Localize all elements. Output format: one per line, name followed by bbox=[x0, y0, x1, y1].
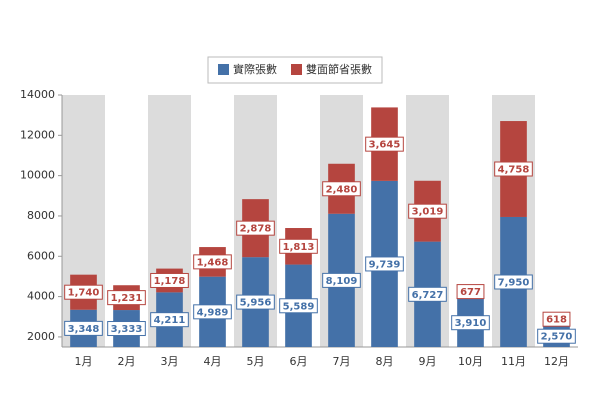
x-tick-label: 11月 bbox=[501, 355, 526, 368]
value-label-box bbox=[322, 181, 361, 197]
y-tick-label: 6000 bbox=[27, 249, 55, 262]
value-label: 3,348 bbox=[68, 324, 100, 335]
value-label-box bbox=[107, 321, 146, 337]
value-label: 1,740 bbox=[68, 288, 100, 299]
value-label: 3,910 bbox=[455, 318, 487, 329]
value-label-box bbox=[456, 284, 485, 300]
legend-swatch bbox=[291, 64, 302, 75]
x-tick-label: 12月 bbox=[544, 355, 569, 368]
y-tick-label: 12000 bbox=[20, 128, 55, 141]
value-label: 3,645 bbox=[369, 140, 401, 151]
value-label-box bbox=[150, 312, 189, 328]
value-label-box bbox=[150, 272, 189, 288]
value-label-box bbox=[64, 320, 103, 336]
value-label: 4,758 bbox=[498, 165, 530, 176]
value-label: 3,019 bbox=[412, 207, 444, 218]
x-tick-label: 3月 bbox=[161, 355, 179, 368]
legend-label: 雙面節省張數 bbox=[306, 62, 372, 76]
legend-swatch bbox=[218, 64, 229, 75]
x-tick-label: 4月 bbox=[204, 355, 222, 368]
value-label-box bbox=[279, 238, 318, 254]
value-label: 3,333 bbox=[111, 324, 143, 335]
y-tick-label: 2000 bbox=[27, 330, 55, 343]
value-label-box bbox=[537, 328, 576, 344]
y-tick-label: 14000 bbox=[20, 88, 55, 101]
value-label: 618 bbox=[546, 315, 567, 326]
value-label: 5,956 bbox=[240, 298, 272, 309]
value-label-box bbox=[451, 315, 490, 331]
value-label-box bbox=[365, 256, 404, 272]
value-label: 5,589 bbox=[283, 301, 315, 312]
value-label: 1,231 bbox=[111, 293, 143, 304]
x-tick-label: 10月 bbox=[458, 355, 483, 368]
value-label-box bbox=[236, 220, 275, 236]
value-label-box bbox=[236, 294, 275, 310]
value-label-box bbox=[365, 136, 404, 152]
x-tick-label: 8月 bbox=[376, 355, 394, 368]
value-label: 7,950 bbox=[498, 277, 530, 288]
value-label-box bbox=[107, 290, 146, 306]
value-label-box bbox=[193, 254, 232, 270]
y-tick-label: 4000 bbox=[27, 290, 55, 303]
value-label: 2,480 bbox=[326, 184, 358, 195]
x-tick-label: 1月 bbox=[75, 355, 93, 368]
value-label: 9,739 bbox=[369, 259, 401, 270]
x-tick-label: 6月 bbox=[290, 355, 308, 368]
value-label: 2,570 bbox=[541, 332, 573, 343]
y-tick-label: 10000 bbox=[20, 169, 55, 182]
value-label: 6,727 bbox=[412, 290, 444, 301]
x-tick-label: 9月 bbox=[419, 355, 437, 368]
value-label: 1,813 bbox=[283, 242, 315, 253]
value-label: 677 bbox=[460, 287, 481, 298]
value-label-box bbox=[64, 284, 103, 300]
x-tick-label: 5月 bbox=[247, 355, 265, 368]
x-tick-label: 2月 bbox=[118, 355, 136, 368]
value-label-box bbox=[494, 274, 533, 290]
y-tick-label: 8000 bbox=[27, 209, 55, 222]
value-label: 1,468 bbox=[197, 257, 229, 268]
value-label-box bbox=[279, 298, 318, 314]
value-label: 1,178 bbox=[154, 276, 186, 287]
value-label: 4,211 bbox=[154, 315, 186, 326]
value-label-box bbox=[542, 311, 571, 327]
x-tick-label: 7月 bbox=[333, 355, 351, 368]
value-label: 2,878 bbox=[240, 224, 272, 235]
value-label-box bbox=[408, 203, 447, 219]
legend-label: 實際張數 bbox=[233, 62, 277, 76]
value-label: 4,989 bbox=[197, 307, 229, 318]
value-label-box bbox=[193, 304, 232, 320]
value-label-box bbox=[494, 161, 533, 177]
value-label: 8,109 bbox=[326, 276, 358, 287]
value-label-box bbox=[408, 286, 447, 302]
value-label-box bbox=[322, 272, 361, 288]
